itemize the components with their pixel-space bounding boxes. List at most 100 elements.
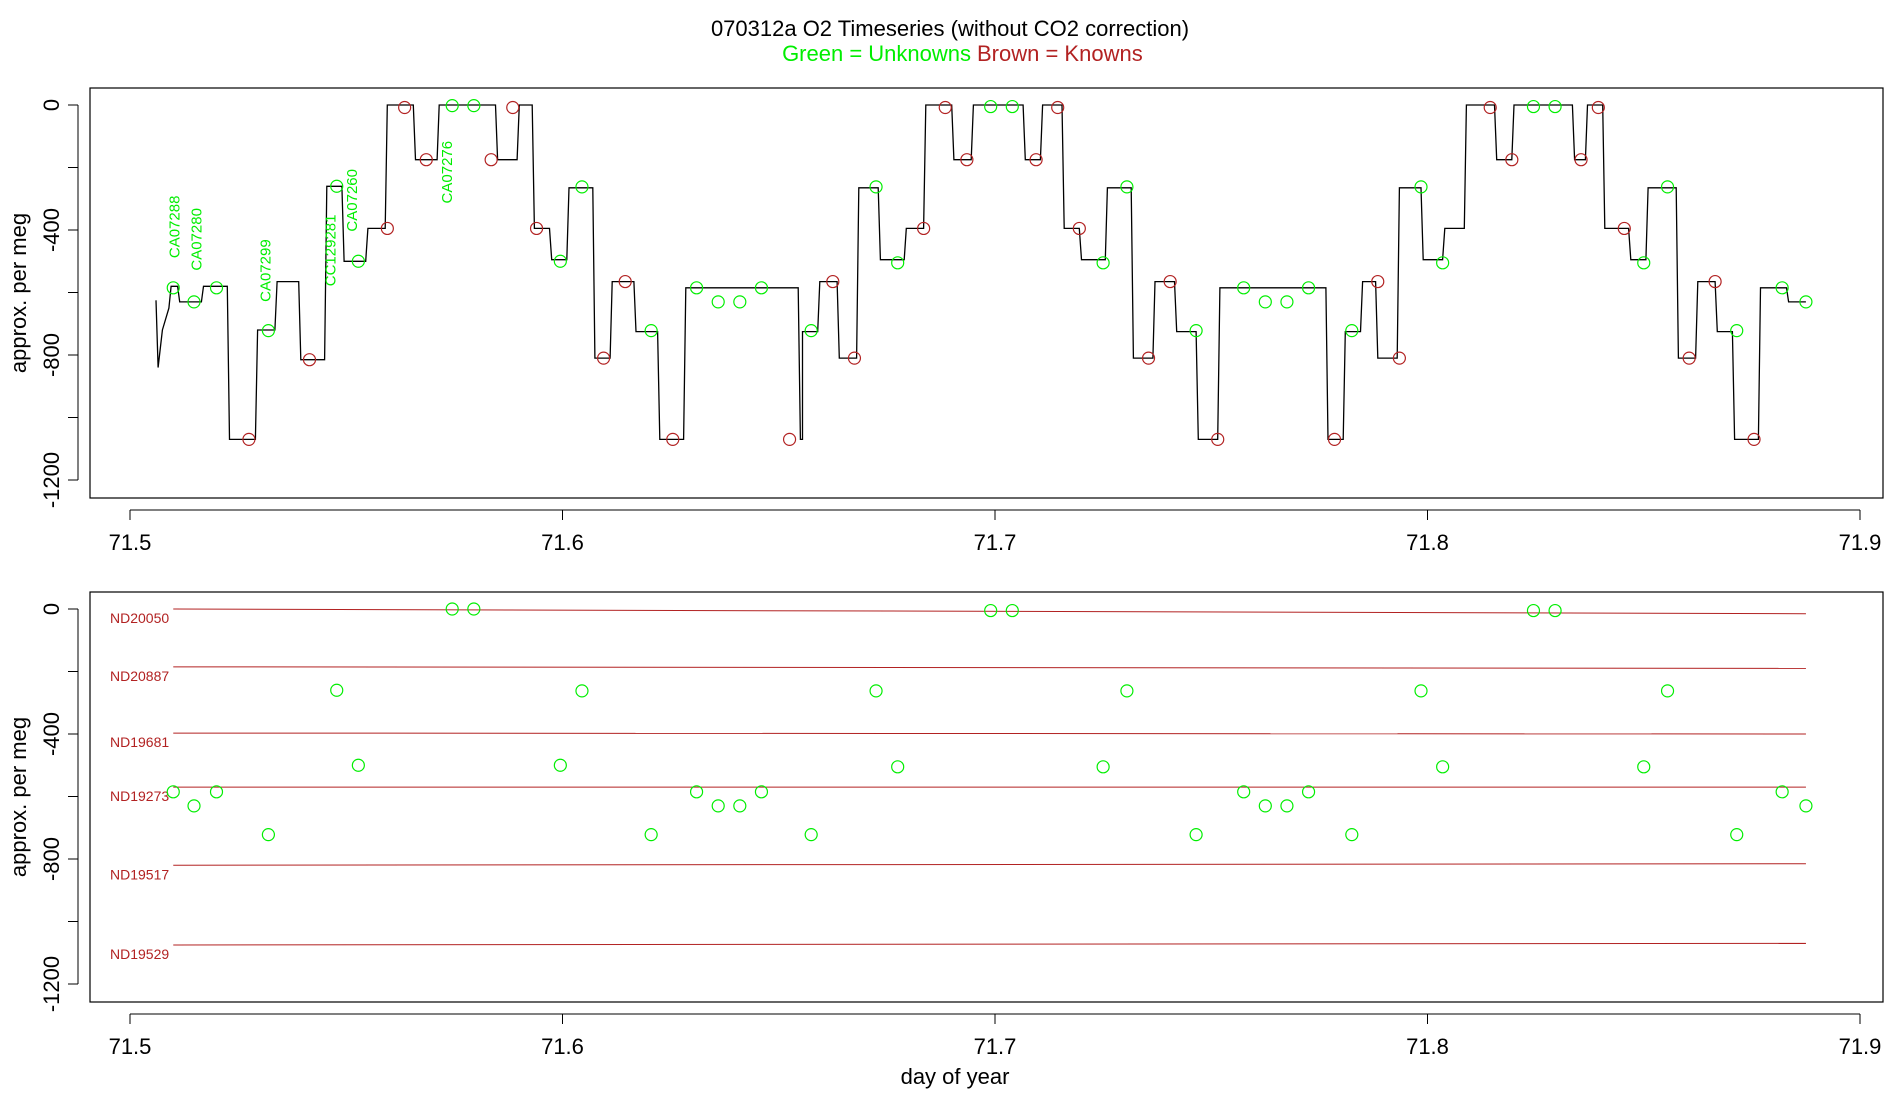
unknown-point (1189, 828, 1203, 842)
x-tick-label: 71.9 (1839, 530, 1882, 555)
unknown-point (984, 99, 998, 114)
known-point (782, 432, 797, 446)
unknown-point (1775, 785, 1789, 799)
known-point (1682, 351, 1696, 365)
known-point (960, 153, 974, 167)
top-ylabel: approx. per meg (6, 213, 31, 373)
unknown-point (1526, 603, 1541, 618)
unknown-point (1345, 828, 1359, 842)
unknown-point (1799, 799, 1813, 813)
x-tick-label: 71.6 (541, 530, 584, 555)
x-tick-label: 71.5 (109, 530, 152, 555)
unknown-point (1730, 324, 1744, 338)
known-point (506, 100, 520, 115)
known-point (666, 432, 680, 446)
sample-id-label: CA07260 (344, 169, 361, 232)
unknown-point (1120, 180, 1134, 194)
known-point (1505, 153, 1519, 167)
o2-trace-line (155, 104, 1806, 441)
reference-line-label: ND19273 (110, 788, 169, 804)
reference-line (173, 863, 1806, 866)
known-point (1163, 274, 1177, 289)
unknown-point (1280, 799, 1294, 813)
unknown-point (804, 324, 818, 338)
unknown-point (166, 785, 180, 799)
unknown-point (754, 281, 769, 295)
unknown-point (166, 281, 180, 295)
reference-line (173, 942, 1806, 946)
unknown-point (1005, 603, 1019, 618)
unknown-point (330, 683, 344, 697)
reference-line (173, 666, 1806, 669)
unknown-point (1799, 295, 1813, 309)
unknown-point (1660, 180, 1675, 194)
unknown-point (1301, 281, 1316, 295)
unknown-point (187, 295, 201, 309)
unknown-point (1096, 256, 1110, 270)
x-tick-label: 71.5 (109, 1034, 152, 1059)
known-point (826, 274, 840, 289)
unknown-point (187, 799, 201, 813)
unknown-point (1637, 256, 1651, 270)
legend-unknowns: Green = Unknowns (782, 41, 971, 66)
unknown-point (804, 828, 818, 842)
unknown-point (891, 760, 905, 774)
unknown-point (1436, 256, 1450, 270)
unknown-point (711, 295, 725, 309)
known-point (847, 351, 862, 365)
known-point (917, 221, 931, 236)
unknown-point (1258, 799, 1272, 813)
y-tick-label: -800 (39, 837, 64, 881)
known-point (419, 153, 433, 167)
known-point (242, 432, 256, 446)
unknown-point (261, 828, 275, 842)
x-tick-label: 71.8 (1406, 530, 1449, 555)
unknown-point (209, 281, 224, 295)
reference-line (173, 608, 1806, 615)
unknown-point (330, 179, 344, 193)
known-point (1617, 221, 1631, 236)
y-tick-label: -400 (39, 712, 64, 756)
unknown-point (754, 785, 769, 799)
y-tick-label: 0 (39, 99, 64, 111)
top-panel: 71.5 71.6 71.7 71.8 71.9 0 -400 -800 -1200 CA0728… (39, 99, 1881, 555)
unknown-point (1237, 281, 1251, 295)
known-point (1483, 100, 1497, 115)
known-point (1392, 351, 1406, 365)
top-panel-frame (89, 87, 1884, 499)
unknown-point (891, 256, 905, 270)
known-point (380, 221, 394, 236)
known-point (302, 353, 317, 367)
known-point (1574, 153, 1588, 167)
unknown-point (1189, 324, 1203, 338)
unknown-point (1096, 760, 1110, 774)
reference-line-label: ND19517 (110, 866, 169, 882)
unknown-point (733, 799, 747, 813)
unknown-point (351, 254, 365, 268)
sample-id-label: CA07299 (258, 239, 275, 302)
reference-line-label: ND19681 (110, 734, 169, 750)
x-tick-label: 71.6 (541, 1034, 584, 1059)
unknown-point (1637, 760, 1651, 774)
bottom-ylabel: approx. per meg (6, 717, 31, 877)
known-point (484, 153, 498, 167)
known-point (1327, 432, 1342, 446)
known-point (1051, 100, 1065, 115)
unknown-point (553, 758, 567, 772)
unknown-point (1414, 180, 1428, 194)
unknown-point (869, 684, 883, 698)
unknown-point (1345, 324, 1359, 338)
known-point (1747, 432, 1761, 446)
unknown-point (1526, 99, 1541, 114)
sample-id-label: CC129281 (322, 215, 339, 287)
x-tick-label: 71.7 (974, 1034, 1017, 1059)
unknown-point (261, 324, 275, 338)
y-tick-label: -1200 (39, 452, 64, 508)
sample-id-label: CA07276 (439, 141, 456, 204)
unknown-point (209, 785, 224, 799)
x-tick-label: 71.8 (1406, 1034, 1449, 1059)
known-point (1029, 153, 1043, 167)
sample-id-label: CA07280 (188, 208, 205, 271)
unknown-point (1775, 281, 1789, 295)
unknown-point (1730, 828, 1744, 842)
